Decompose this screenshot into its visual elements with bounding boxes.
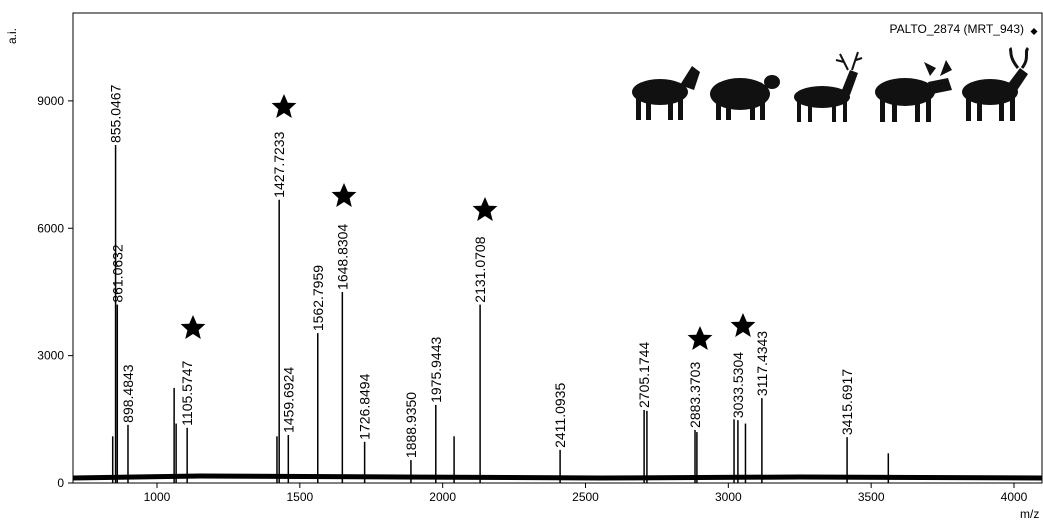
star <box>180 315 206 339</box>
y-tick-label: 9000 <box>37 94 64 108</box>
y-tick-label: 3000 <box>37 349 64 363</box>
moose <box>875 60 952 122</box>
peak-label: 1975.9443 <box>428 336 444 402</box>
peak-label: 1562.7959 <box>310 265 326 331</box>
star <box>687 326 713 350</box>
y-tick-label: 6000 <box>37 221 64 235</box>
y-tick-label: 0 <box>57 476 64 490</box>
peak-label: 1726.8494 <box>357 373 373 439</box>
goat <box>632 66 700 120</box>
peak-label: 898.4843 <box>120 364 136 423</box>
y-axis-label: a.i. <box>5 28 19 44</box>
peak-label: 1459.6924 <box>280 367 296 433</box>
x-tick-label: 2500 <box>572 490 599 504</box>
peak-label: 2131.0708 <box>472 236 488 302</box>
x-tick-label: 3000 <box>715 490 742 504</box>
legend-marker <box>1030 28 1038 35</box>
peak-label: 1888.9350 <box>403 392 419 458</box>
star <box>472 197 498 221</box>
peak-label: 2411.0935 <box>552 383 568 448</box>
x-tick-label: 3500 <box>858 490 885 504</box>
peak-label: 2883.3703 <box>687 362 703 428</box>
noise-baseline <box>72 473 1043 481</box>
star <box>271 94 297 118</box>
peak-label: 1648.8304 <box>334 224 350 290</box>
sheep <box>710 75 780 120</box>
star <box>730 313 756 337</box>
peak-label: 855.0467 <box>108 84 124 143</box>
stars <box>180 94 756 350</box>
x-tick-label: 1500 <box>286 490 313 504</box>
peak-label: 3415.6917 <box>839 369 855 435</box>
legend-label: PALTO_2874 (MRT_943) <box>889 22 1024 36</box>
reindeer <box>962 46 1030 121</box>
animal-silhouettes <box>632 46 1030 122</box>
peak-label: 3033.5304 <box>730 352 746 418</box>
peak-label: 2705.1744 <box>636 342 652 408</box>
x-tick-label: 2000 <box>429 490 456 504</box>
plot-frame <box>72 12 1043 484</box>
peak-label: 1427.7233 <box>271 131 287 197</box>
deer <box>794 51 863 122</box>
peak-label: 861.0632 <box>109 244 125 303</box>
peak-label: 3117.4343 <box>754 331 770 396</box>
x-tick-label: 1000 <box>144 490 171 504</box>
x-axis-label: m/z <box>1020 507 1039 521</box>
peak-label: 1105.5747 <box>179 360 195 425</box>
x-tick-label: 4000 <box>1001 490 1028 504</box>
star <box>331 183 357 207</box>
